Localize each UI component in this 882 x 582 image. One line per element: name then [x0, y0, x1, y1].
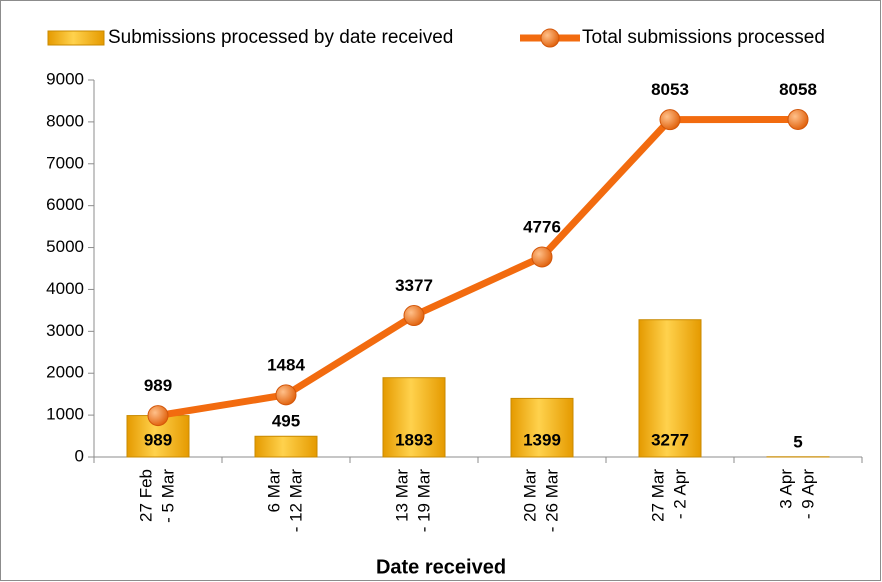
line-marker: [531, 246, 553, 268]
legend-marker: [540, 28, 560, 48]
bar-value-label: 1893: [395, 430, 433, 449]
y-tick-label: 1000: [46, 405, 84, 424]
line-value-label: 1484: [267, 355, 305, 374]
y-tick-label: 8000: [46, 111, 84, 130]
y-tick-label: 6000: [46, 195, 84, 214]
y-tick-label: 0: [75, 446, 84, 465]
line-marker: [275, 384, 297, 406]
bar: [254, 435, 318, 458]
x-tick-label: 3 Apr: [776, 469, 795, 509]
legend-swatch: [47, 30, 105, 46]
legend-label: Submissions processed by date received: [108, 27, 453, 48]
bar-value-label: 989: [144, 430, 172, 449]
x-tick-label: 27 Feb: [136, 469, 155, 522]
line-marker: [403, 305, 425, 327]
x-tick-label: 27 Mar: [648, 469, 667, 522]
line-value-label: 8058: [779, 80, 817, 99]
line-value-label: 4776: [523, 217, 561, 236]
x-tick-label: - 26 Mar: [542, 469, 561, 533]
y-tick-label: 2000: [46, 363, 84, 382]
bar-value-label: 3277: [651, 430, 689, 449]
x-tick-label: - 12 Mar: [286, 469, 305, 533]
x-tick-label: 6 Mar: [264, 469, 283, 513]
x-tick-label: - 19 Mar: [414, 469, 433, 533]
legend-label: Total submissions processed: [582, 27, 825, 48]
x-axis-title: Date received: [376, 556, 506, 578]
bar-value-label: 1399: [523, 430, 561, 449]
bar: [638, 319, 702, 458]
y-tick-label: 5000: [46, 237, 84, 256]
line-series: [157, 115, 799, 420]
line-marker: [659, 109, 681, 131]
x-tick-label: 20 Mar: [520, 469, 539, 522]
line-value-label: 3377: [395, 276, 433, 295]
bar: [510, 397, 574, 458]
y-tick-label: 7000: [46, 153, 84, 172]
line-marker: [787, 108, 809, 130]
y-tick-label: 9000: [46, 69, 84, 88]
line-marker: [147, 405, 169, 427]
x-tick-label: - 9 Apr: [798, 469, 817, 519]
x-tick-label: - 5 Mar: [158, 469, 177, 523]
bar: [382, 377, 446, 458]
x-tick-label: 13 Mar: [392, 469, 411, 522]
x-tick-label: - 2 Apr: [670, 469, 689, 519]
y-tick-label: 3000: [46, 321, 84, 340]
line-value-label: 989: [144, 376, 172, 395]
bar-value-label: 495: [272, 412, 300, 431]
bar-value-label: 5: [793, 432, 802, 451]
line-value-label: 8053: [651, 80, 689, 99]
y-tick-label: 4000: [46, 279, 84, 298]
